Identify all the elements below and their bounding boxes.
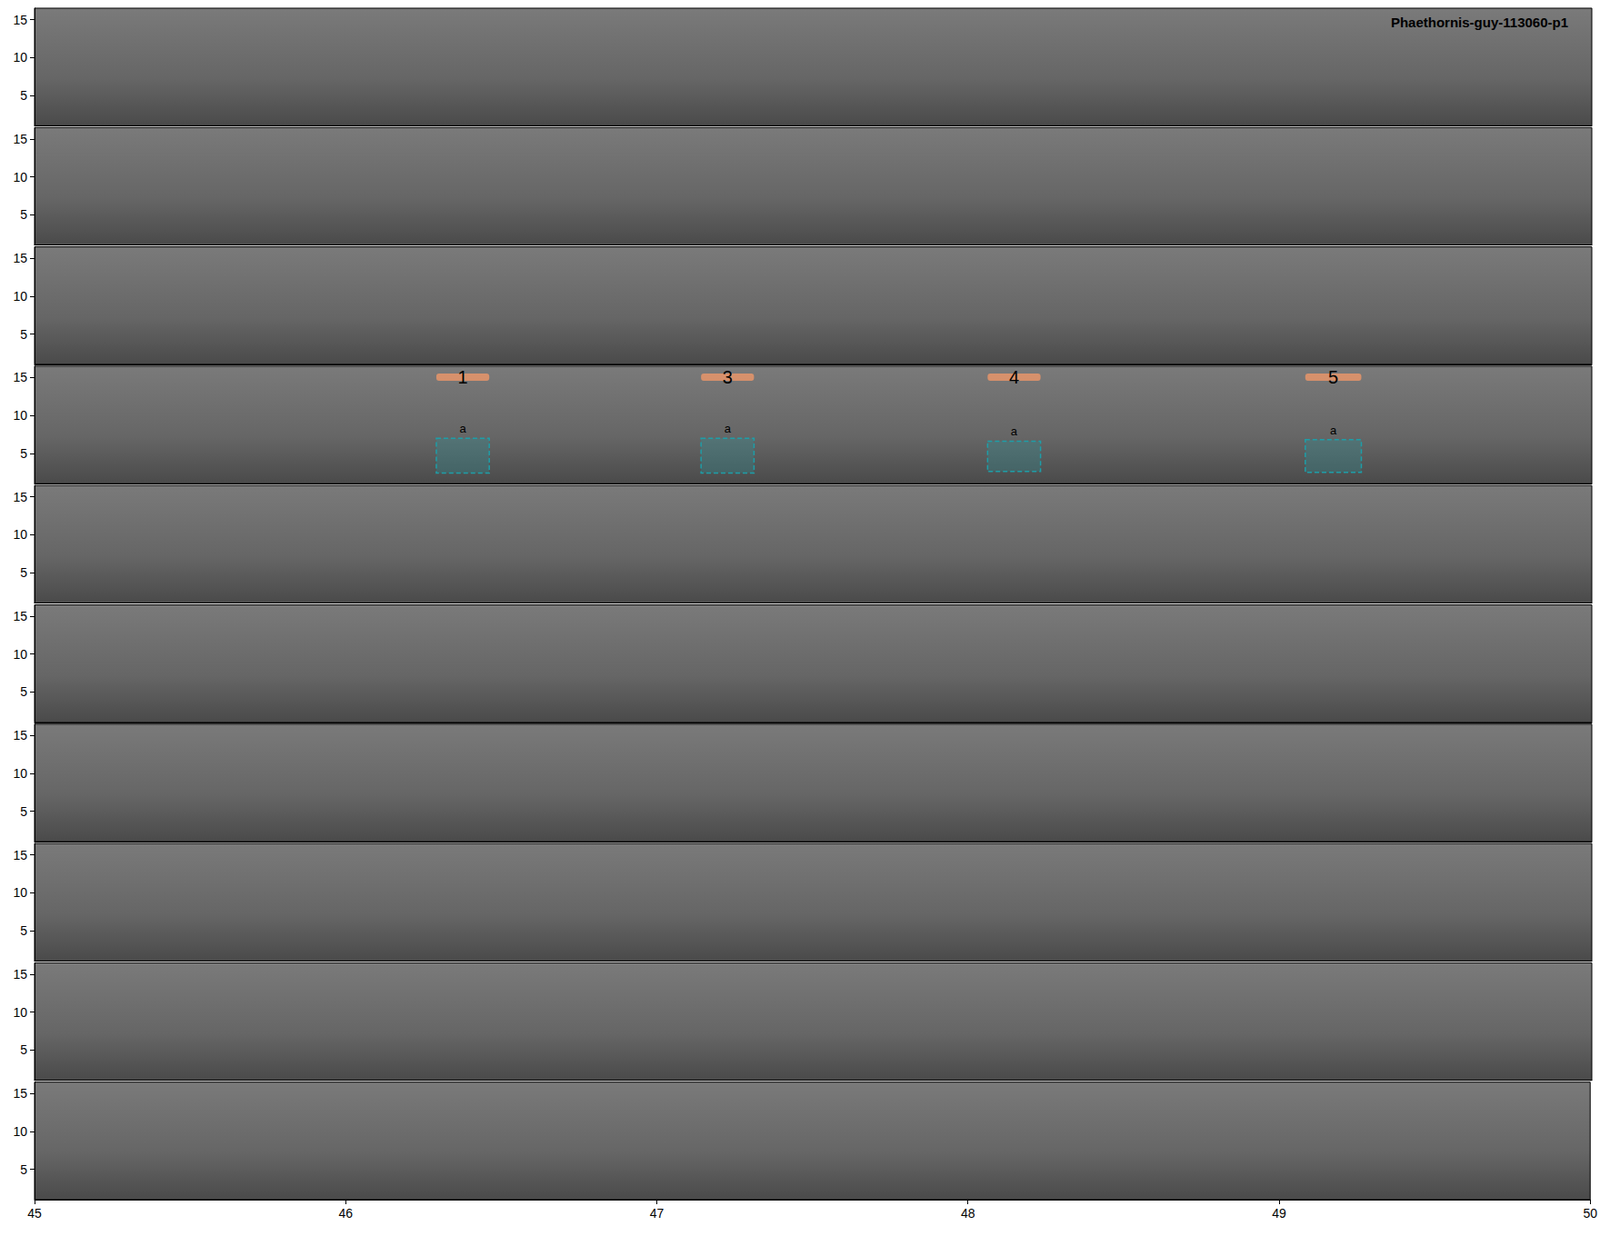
svg-text:10: 10	[12, 408, 28, 423]
svg-text:46: 46	[338, 1206, 353, 1221]
svg-text:5: 5	[20, 684, 28, 700]
svg-text:15: 15	[12, 12, 28, 28]
svg-text:a: a	[1330, 423, 1338, 438]
svg-text:15: 15	[12, 250, 28, 266]
svg-text:a: a	[724, 421, 732, 436]
svg-text:10: 10	[12, 885, 28, 900]
svg-text:50: 50	[1582, 1206, 1598, 1221]
svg-text:15: 15	[12, 728, 28, 743]
svg-text:15: 15	[12, 967, 28, 982]
svg-text:45: 45	[27, 1206, 42, 1221]
svg-text:5: 5	[20, 327, 28, 342]
svg-text:a: a	[459, 421, 467, 436]
svg-text:5: 5	[20, 446, 28, 461]
svg-text:1: 1	[458, 367, 469, 388]
svg-text:10: 10	[12, 527, 28, 542]
svg-text:4: 4	[1009, 367, 1020, 388]
svg-text:15: 15	[12, 609, 28, 624]
svg-text:47: 47	[650, 1206, 665, 1221]
svg-text:15: 15	[12, 370, 28, 385]
svg-text:5: 5	[20, 923, 28, 939]
svg-text:10: 10	[12, 50, 28, 65]
svg-text:48: 48	[960, 1206, 976, 1221]
svg-text:15: 15	[12, 131, 28, 147]
svg-text:10: 10	[12, 1005, 28, 1020]
svg-text:10: 10	[12, 766, 28, 781]
svg-text:a: a	[1010, 424, 1019, 439]
svg-text:15: 15	[12, 848, 28, 863]
svg-text:5: 5	[20, 565, 28, 580]
svg-text:10: 10	[12, 1124, 28, 1140]
svg-text:10: 10	[12, 647, 28, 662]
svg-text:5: 5	[20, 88, 28, 103]
svg-text:5: 5	[20, 1042, 28, 1058]
svg-text:10: 10	[12, 289, 28, 304]
svg-text:5: 5	[1328, 367, 1339, 388]
svg-text:49: 49	[1271, 1206, 1287, 1221]
svg-text:15: 15	[12, 1086, 28, 1101]
svg-text:15: 15	[12, 490, 28, 505]
svg-text:3: 3	[722, 367, 733, 388]
svg-text:10: 10	[12, 170, 28, 185]
svg-text:5: 5	[20, 1162, 28, 1178]
svg-text:Phaethornis-guy-113060-p1: Phaethornis-guy-113060-p1	[1390, 14, 1569, 30]
svg-text:5: 5	[20, 804, 28, 820]
svg-text:5: 5	[20, 207, 28, 222]
